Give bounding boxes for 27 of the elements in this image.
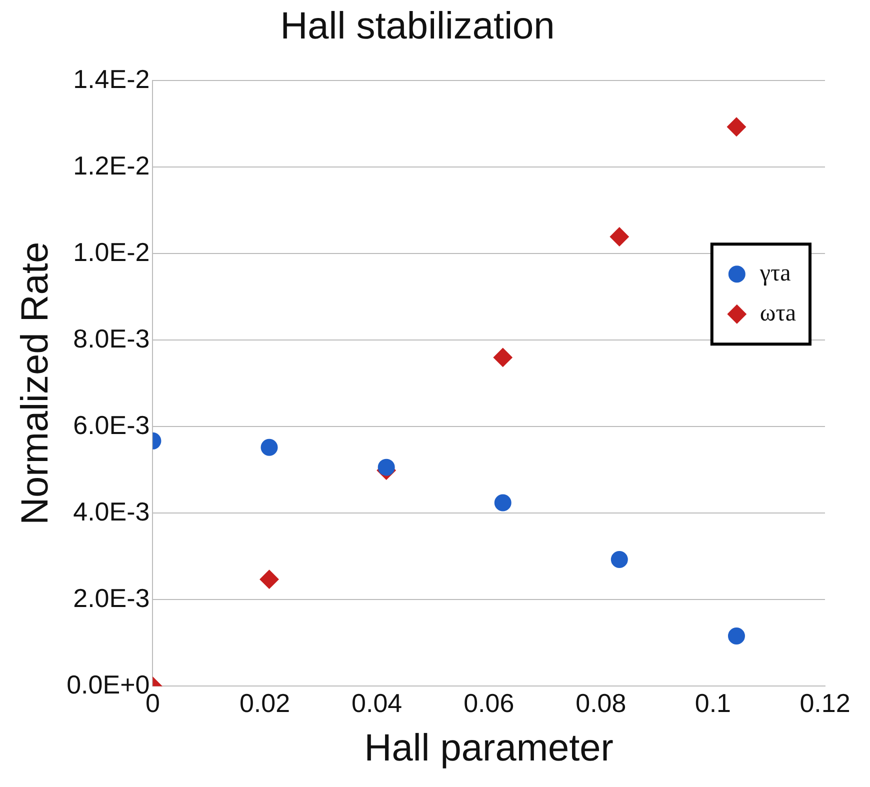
y-tick-label: 6.0E-3 <box>73 410 150 440</box>
x-tick-label: 0.02 <box>239 688 290 718</box>
y-tick-label: 1.4E-2 <box>73 64 150 94</box>
legend-label: ωτa <box>760 300 796 326</box>
x-tick-label: 0.06 <box>464 688 514 718</box>
legend-label: γτa <box>758 260 792 286</box>
point <box>494 494 512 512</box>
point <box>728 628 745 645</box>
y-tick-label: 1.0E-2 <box>73 236 150 267</box>
chart-title: Hall stabilization <box>280 5 555 48</box>
point <box>493 348 512 367</box>
y-tick-label: 8.0E-3 <box>73 323 150 354</box>
y-tick-label: 2.0E-3 <box>73 582 150 613</box>
x-tick-label: 0.04 <box>352 688 402 718</box>
y-tick-label: 4.0E-3 <box>73 496 150 526</box>
point <box>610 227 629 246</box>
y-axis-title: Normalized Rate <box>14 242 56 525</box>
x-tick-label: 0.08 <box>576 688 626 718</box>
point <box>378 458 395 476</box>
point <box>260 438 278 456</box>
point <box>610 550 628 568</box>
point <box>726 117 746 136</box>
point <box>260 570 279 589</box>
y-tick-label: 1.2E-2 <box>73 150 150 180</box>
x-axis-title: Hall parameter <box>364 728 614 770</box>
x-tick-label: 0.1 <box>694 688 732 718</box>
x-tick-label: 0.12 <box>800 688 850 718</box>
